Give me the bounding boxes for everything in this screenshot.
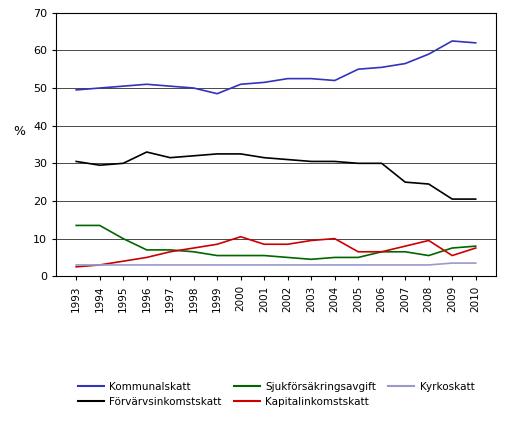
Legend: Kommunalskatt, Förvärvsinkomstskatt, Sjukförsäkringsavgift, Kapitalinkomstskatt,: Kommunalskatt, Förvärvsinkomstskatt, Sju… [78, 382, 474, 407]
Text: %: % [13, 125, 25, 138]
